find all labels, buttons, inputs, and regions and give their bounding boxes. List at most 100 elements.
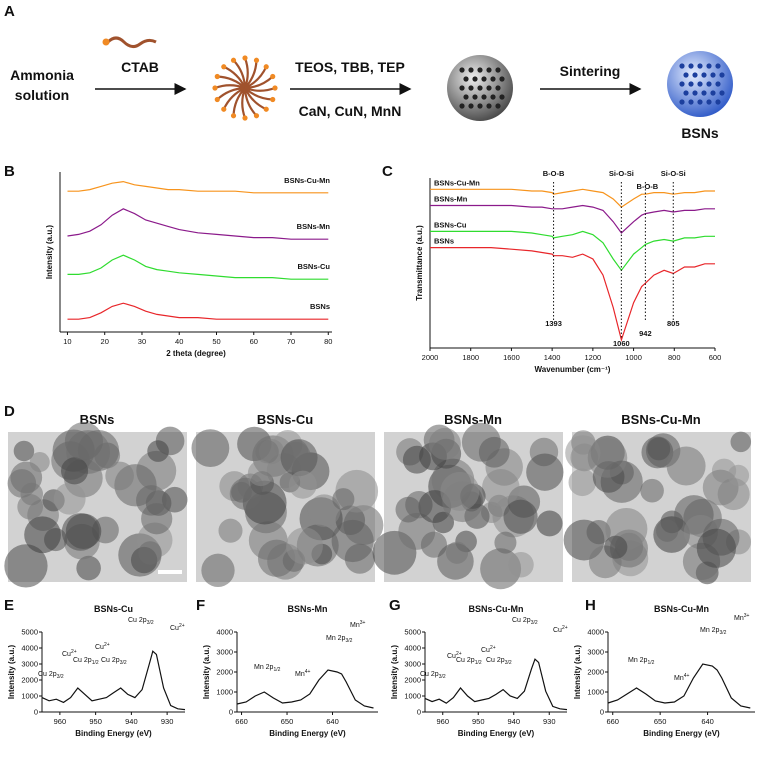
annotation-text: Cu 2p <box>486 657 505 664</box>
x-tick-label: 80 <box>324 337 332 346</box>
micelle-head <box>221 106 227 112</box>
particle <box>647 437 671 461</box>
series-label: BSNs-Cu <box>297 262 330 271</box>
series-label: BSNs-Cu-Mn <box>434 178 480 187</box>
series-line <box>67 302 329 320</box>
pore <box>472 76 478 82</box>
y-tick-label: 3000 <box>404 660 421 669</box>
micelle-head <box>272 85 278 91</box>
y-tick-label: 0 <box>229 708 233 717</box>
micelle-head <box>270 73 276 80</box>
annotation-text: Cu 2p <box>512 617 531 624</box>
pore <box>692 90 698 96</box>
peak-label: 1393 <box>545 319 562 328</box>
pore <box>481 76 487 82</box>
annotation-sub: 1/2 <box>92 660 99 666</box>
pores <box>459 67 505 109</box>
pore <box>486 67 492 73</box>
series-line <box>67 254 329 280</box>
annotation-text: Cu 2p <box>456 657 475 664</box>
tem-title: BSNs-Mn <box>444 412 502 427</box>
pore <box>468 103 474 109</box>
annotation-text: Cu <box>553 627 562 634</box>
peak-annotation: Cu2+ <box>95 642 110 651</box>
peak-annotation: Cu 2p3/2 <box>512 617 538 626</box>
pore <box>499 76 505 82</box>
annotation-text: Cu <box>62 651 71 658</box>
y-tick-label: 4000 <box>21 644 38 653</box>
particle <box>440 471 480 511</box>
scale-bar <box>158 570 182 574</box>
pore <box>495 85 501 91</box>
band-label: Si-O-Si <box>661 169 686 178</box>
annotation-sub: 3/2 <box>120 660 127 666</box>
pore <box>459 103 465 109</box>
peak-annotation: Mn 2p3/2 <box>326 635 353 644</box>
particle <box>201 553 235 588</box>
scheme-text: Ammonia <box>10 67 74 83</box>
x-tick-label: 960 <box>436 717 449 726</box>
y-tick-label: 1000 <box>216 688 233 697</box>
peak-annotation: Mn 2p1/2 <box>254 664 281 673</box>
peak-label: 805 <box>667 319 680 328</box>
x-axis-label: Wavenumber (cm⁻¹) <box>535 365 611 374</box>
particle <box>536 510 563 537</box>
pore <box>688 99 694 105</box>
micelle-head <box>242 115 248 121</box>
series-label: BSNs <box>310 302 330 311</box>
annotation-text: Mn <box>295 671 305 678</box>
micelle-tail <box>244 75 274 90</box>
micelle-head <box>253 113 260 119</box>
annotation-sup: 3+ <box>360 620 366 626</box>
particle <box>656 519 679 542</box>
pore <box>706 81 712 87</box>
annotation-sub: 3/2 <box>147 620 154 626</box>
x-tick-label: 1400 <box>544 353 561 362</box>
pore <box>463 76 469 82</box>
particle <box>60 457 89 485</box>
panel-label: H <box>585 597 596 614</box>
y-tick-label: 2000 <box>21 676 38 685</box>
particle <box>727 464 750 487</box>
y-axis-label: Intensity (a.u.) <box>390 645 399 700</box>
y-tick-label: 5000 <box>404 628 421 637</box>
series-line <box>430 247 715 343</box>
annotation-text: Mn 2p <box>700 627 720 634</box>
charts: B 10 20 30 40 50 60 70 80 2 theta (degree) Intensi… <box>4 163 755 738</box>
x-axis-label: Binding Energy (eV) <box>75 729 152 738</box>
particle <box>138 541 162 565</box>
annotation-sub: 3/2 <box>531 620 538 626</box>
y-axis-label: Intensity (a.u.) <box>7 645 16 700</box>
spectrum-line <box>424 658 568 711</box>
particle <box>255 439 279 464</box>
pore <box>701 90 707 96</box>
scheme-text: CaN, CuN, MnN <box>299 103 402 119</box>
annotation-sup: 2+ <box>490 645 496 651</box>
annotation-sup: 2+ <box>179 623 185 629</box>
panel-label: F <box>196 597 205 614</box>
pore <box>495 67 501 73</box>
pore <box>459 67 465 73</box>
x-tick-label: 60 <box>250 337 258 346</box>
x-tick-label: 1800 <box>462 353 479 362</box>
annotation-text: Cu <box>95 644 104 651</box>
x-tick-label: 960 <box>54 717 67 726</box>
panel-label: A <box>4 3 15 20</box>
y-tick-label: 3000 <box>21 660 38 669</box>
chart-title: BSNs-Cu-Mn <box>654 604 709 614</box>
annotation-sub: 1/2 <box>475 660 482 666</box>
particle <box>696 528 737 568</box>
scheme-text: Sintering <box>560 63 621 79</box>
particle <box>61 513 100 551</box>
y-tick-label: 3000 <box>587 648 604 657</box>
peak-annotation: Cu 2p3/2 <box>420 671 446 680</box>
particle <box>147 440 169 462</box>
particle <box>191 429 230 468</box>
chart-title: BSNs-Cu <box>94 604 133 614</box>
particle <box>730 431 752 453</box>
x-tick-label: 70 <box>287 337 295 346</box>
series-label: BSNs-Cu <box>434 220 467 229</box>
pore <box>715 99 721 105</box>
panel-label: E <box>4 597 14 614</box>
pore <box>697 81 703 87</box>
